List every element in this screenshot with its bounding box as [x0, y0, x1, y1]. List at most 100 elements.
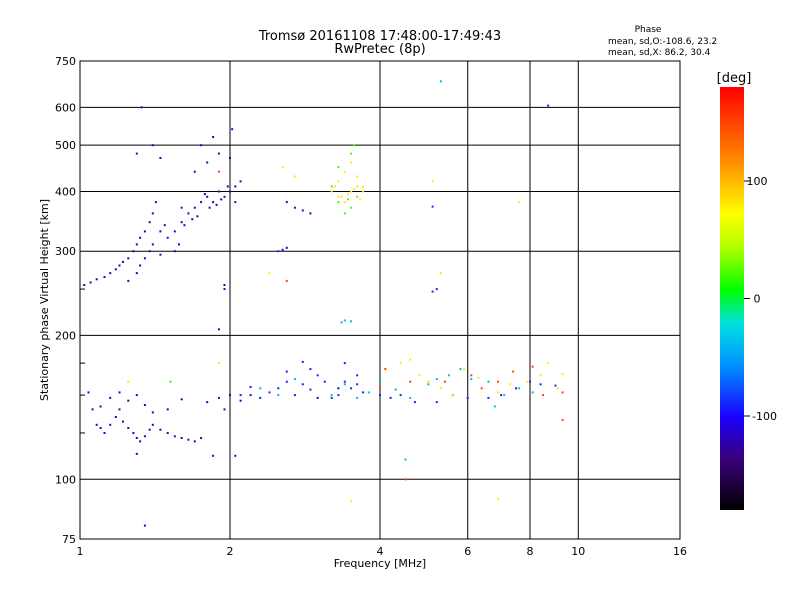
data-point: [127, 257, 130, 260]
data-point: [309, 368, 312, 371]
data-point: [173, 230, 176, 233]
data-point: [487, 396, 490, 399]
data-point: [394, 388, 397, 391]
x-tick-label: 1: [77, 545, 84, 558]
data-point: [367, 391, 370, 394]
data-point: [439, 272, 442, 275]
data-point: [166, 408, 169, 411]
data-point: [163, 224, 166, 227]
data-point: [337, 394, 340, 397]
data-point: [561, 373, 564, 376]
data-point: [356, 185, 359, 188]
data-point: [166, 432, 169, 434]
data-point: [180, 221, 183, 224]
data-point: [173, 435, 176, 438]
data-point: [193, 440, 196, 443]
data-point: [431, 180, 434, 183]
data-point: [435, 288, 438, 291]
x-tick-label: 4: [377, 545, 384, 558]
data-point: [127, 279, 130, 282]
colorbar-ticks: -100 0 100: [744, 175, 777, 423]
data-point: [83, 284, 86, 286]
data-point: [343, 362, 346, 365]
data-point: [418, 374, 421, 377]
y-axis-label: Stationary phase Virtual Height [km]: [38, 199, 51, 401]
data-point: [127, 427, 130, 429]
data-point: [277, 250, 280, 253]
data-point: [316, 396, 319, 399]
data-point: [337, 201, 340, 204]
data-point: [114, 416, 117, 418]
data-point: [183, 224, 186, 227]
data-point: [343, 201, 346, 204]
data-point: [217, 190, 220, 193]
data-point: [542, 394, 545, 397]
data-point: [343, 319, 346, 322]
data-point: [350, 320, 353, 323]
y-tick-label: 750: [55, 55, 76, 68]
data-point: [249, 394, 252, 397]
data-point: [249, 386, 252, 388]
data-point: [206, 195, 209, 198]
data-point: [187, 438, 190, 441]
x-tick-label: 16: [673, 545, 687, 558]
data-point: [109, 396, 112, 399]
data-point: [443, 380, 446, 383]
data-point: [143, 524, 146, 527]
y-tick-label: 500: [55, 139, 76, 152]
data-point: [226, 185, 229, 188]
data-point: [487, 380, 490, 383]
data-point: [217, 396, 220, 399]
data-point: [217, 328, 220, 331]
data-point: [389, 396, 392, 399]
data-point: [223, 284, 226, 286]
data-point: [330, 190, 333, 193]
data-point: [118, 391, 121, 394]
data-point: [132, 432, 135, 434]
data-points: [83, 80, 564, 527]
data-point: [547, 362, 550, 365]
data-point: [427, 383, 430, 386]
data-point: [220, 198, 223, 201]
data-point: [470, 378, 473, 381]
data-point: [151, 423, 154, 426]
data-point: [330, 394, 333, 397]
grid: [80, 61, 680, 539]
data-point: [200, 201, 203, 204]
data-point: [99, 427, 102, 429]
data-point: [151, 212, 154, 215]
data-point: [239, 394, 242, 397]
y-tick-label: 600: [55, 101, 76, 114]
data-point: [208, 206, 211, 209]
data-point: [379, 394, 381, 397]
x-tick-labels: 1 2 4 6 8 10 16: [77, 545, 688, 558]
data-point: [234, 454, 237, 457]
data-point: [281, 248, 284, 251]
data-point: [206, 401, 209, 404]
data-point: [531, 365, 534, 368]
data-point: [212, 136, 215, 138]
data-point: [223, 408, 226, 411]
data-point: [285, 370, 288, 373]
data-point: [547, 104, 550, 107]
data-point: [169, 380, 172, 383]
colorbar-label: [deg]: [717, 71, 752, 86]
y-tick-label: 75: [62, 533, 76, 546]
data-point: [556, 387, 559, 390]
data-point: [135, 152, 138, 155]
data-point: [135, 272, 138, 275]
data-point: [293, 378, 296, 381]
data-point: [148, 221, 151, 224]
data-point: [148, 428, 151, 431]
phase-stats-title: Phase: [635, 25, 662, 35]
data-point: [526, 380, 529, 383]
data-point: [330, 396, 333, 399]
data-point: [509, 383, 512, 386]
data-point: [409, 380, 412, 383]
data-point: [399, 394, 402, 397]
y-tick-label: 100: [55, 473, 76, 486]
data-point: [350, 161, 353, 164]
data-point: [159, 253, 162, 256]
data-point: [212, 454, 215, 457]
data-point: [497, 497, 499, 500]
